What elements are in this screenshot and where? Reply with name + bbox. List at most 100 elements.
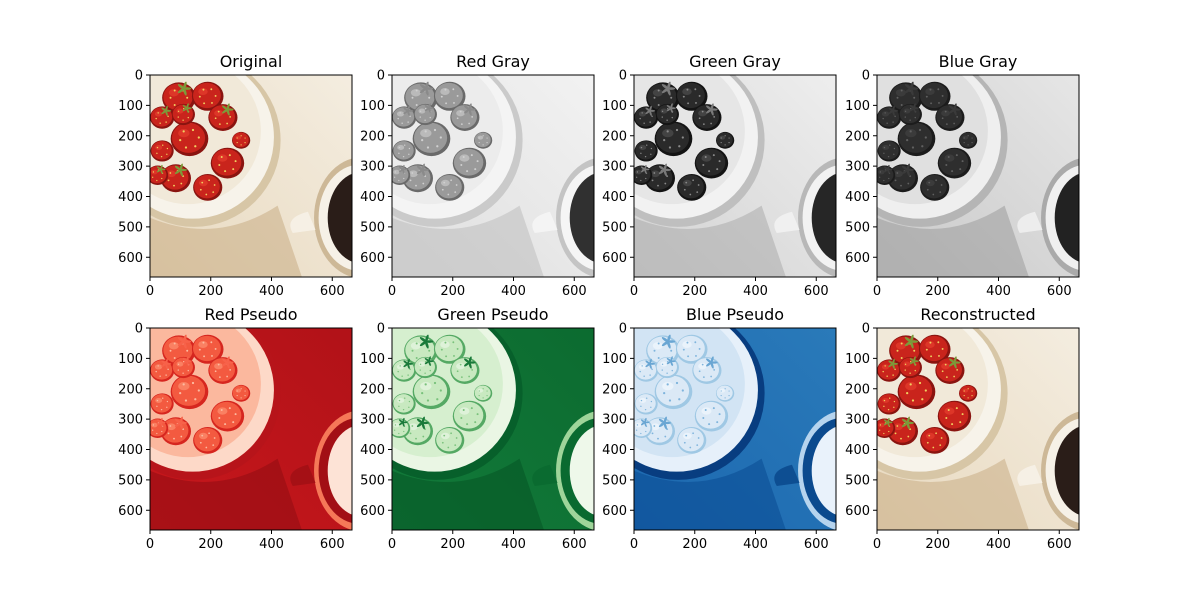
y-tick-label: 300 bbox=[602, 160, 627, 175]
strawberry bbox=[887, 163, 919, 193]
image-area bbox=[392, 328, 594, 530]
image-area bbox=[634, 328, 836, 530]
bowl-shadow bbox=[877, 458, 1029, 530]
y-tick-label: 100 bbox=[845, 352, 870, 367]
strawberry bbox=[392, 164, 411, 186]
axes-frame bbox=[633, 327, 837, 531]
y-tick-label: 600 bbox=[602, 251, 627, 266]
y-tick-label: 100 bbox=[118, 352, 143, 367]
strawberry bbox=[877, 164, 896, 186]
x-tick-label: 0 bbox=[146, 284, 154, 299]
subplot-green-gray: Green Gray 0 200 400 600 0 100 200 300 400 500 600 bbox=[602, 52, 837, 299]
x-tick-label: 0 bbox=[630, 537, 638, 552]
x-tick-label: 0 bbox=[388, 537, 396, 552]
coffee bbox=[569, 173, 594, 262]
strawberry bbox=[150, 393, 174, 415]
y-tick-label: 500 bbox=[845, 220, 870, 235]
x-tick-label: 0 bbox=[388, 284, 396, 299]
strawberry bbox=[694, 400, 729, 432]
x-tick-label: 200 bbox=[925, 284, 950, 299]
image-area bbox=[392, 75, 594, 277]
strawberry bbox=[232, 131, 251, 149]
cup-handle bbox=[532, 464, 558, 486]
strawberry bbox=[692, 103, 722, 131]
strawberry bbox=[392, 393, 416, 415]
x-tick-label: 600 bbox=[562, 537, 587, 552]
strawberry bbox=[654, 374, 693, 410]
strawberry bbox=[452, 400, 487, 432]
strawberry bbox=[675, 334, 708, 364]
strawberry bbox=[191, 334, 224, 364]
x-tick-label: 600 bbox=[804, 537, 829, 552]
y-tick-label: 400 bbox=[602, 190, 627, 205]
subplot-red-gray: Red Gray 0 200 400 600 0 100 200 300 400 500 600 bbox=[360, 52, 595, 299]
x-tick-label: 600 bbox=[804, 284, 829, 299]
x-tick-label: 200 bbox=[440, 537, 465, 552]
y-tick-label: 600 bbox=[118, 504, 143, 519]
axes-frame bbox=[149, 74, 353, 278]
strawberry bbox=[675, 81, 708, 111]
x-tick-label: 400 bbox=[259, 284, 284, 299]
y-tick-label: 100 bbox=[845, 99, 870, 114]
x-tick-label: 400 bbox=[986, 284, 1011, 299]
y-tick-label: 0 bbox=[135, 322, 143, 337]
strawberry bbox=[435, 426, 465, 454]
x-tick-label: 0 bbox=[873, 537, 881, 552]
strawberry bbox=[412, 121, 451, 157]
y-tick-label: 300 bbox=[845, 413, 870, 428]
strawberry bbox=[898, 103, 922, 126]
x-tick-label: 400 bbox=[743, 284, 768, 299]
strawberry bbox=[392, 417, 411, 439]
strawberry bbox=[171, 356, 195, 379]
y-tick-label: 200 bbox=[360, 382, 385, 397]
axes-frame bbox=[876, 327, 1080, 531]
strawberry bbox=[474, 131, 493, 149]
strawberry bbox=[654, 121, 693, 157]
y-tick-label: 300 bbox=[118, 160, 143, 175]
strawberry bbox=[694, 147, 729, 179]
y-tick-label: 500 bbox=[602, 473, 627, 488]
cup-handle bbox=[290, 464, 316, 486]
y-tick-label: 300 bbox=[602, 413, 627, 428]
panel-title: Blue Pseudo bbox=[686, 305, 784, 324]
x-tick-label: 600 bbox=[1047, 537, 1072, 552]
strawberry bbox=[634, 140, 658, 162]
x-tick-label: 200 bbox=[198, 284, 223, 299]
bowl-shadow bbox=[150, 458, 302, 530]
strawberry bbox=[193, 426, 223, 454]
y-tick-label: 100 bbox=[118, 99, 143, 114]
x-tick-label: 600 bbox=[320, 537, 345, 552]
subplot-original: Original 0 200 400 600 0 100 200 300 400 500 600 bbox=[118, 52, 353, 299]
strawberry bbox=[150, 140, 174, 162]
strawberry bbox=[877, 105, 902, 129]
x-tick-label: 600 bbox=[562, 284, 587, 299]
y-tick-label: 400 bbox=[602, 443, 627, 458]
y-tick-label: 600 bbox=[118, 251, 143, 266]
coffee bbox=[811, 426, 836, 515]
strawberry bbox=[898, 356, 922, 379]
y-tick-label: 300 bbox=[360, 413, 385, 428]
image-area bbox=[634, 75, 836, 277]
y-tick-label: 600 bbox=[845, 504, 870, 519]
strawberry bbox=[644, 163, 676, 193]
strawberry bbox=[392, 358, 417, 382]
coffee bbox=[327, 173, 352, 262]
strawberry bbox=[937, 147, 972, 179]
panel-title: Green Pseudo bbox=[437, 305, 548, 324]
strawberry bbox=[402, 163, 434, 193]
strawberry bbox=[210, 147, 245, 179]
strawberry bbox=[171, 103, 195, 126]
subplot-red-pseudo: Red Pseudo 0 200 400 600 0 100 200 300 400 500 600 bbox=[118, 305, 353, 552]
strawberry bbox=[150, 358, 175, 382]
strawberry bbox=[897, 121, 936, 157]
strawberry bbox=[920, 426, 950, 454]
coffee bbox=[1054, 173, 1079, 262]
strawberry bbox=[208, 356, 238, 384]
y-tick-label: 0 bbox=[619, 69, 627, 84]
strawberry bbox=[474, 384, 493, 402]
y-tick-label: 400 bbox=[845, 443, 870, 458]
strawberry bbox=[716, 131, 735, 149]
strawberry bbox=[877, 140, 901, 162]
strawberry bbox=[392, 140, 416, 162]
subplot-green-pseudo: Green Pseudo 0 200 400 600 0 100 200 300 400 500 60… bbox=[360, 305, 595, 552]
